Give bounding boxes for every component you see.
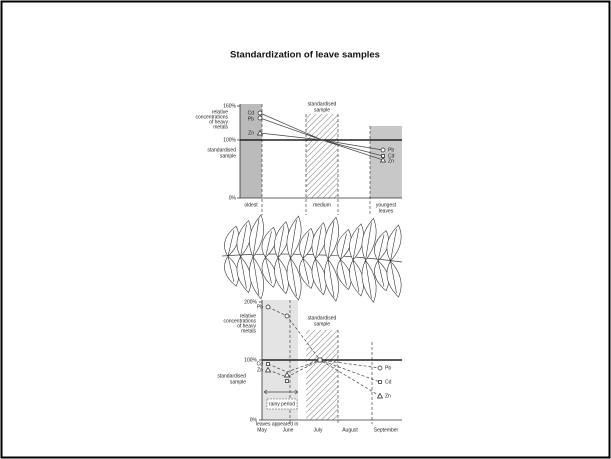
marker [258, 116, 262, 120]
x-label: September [374, 427, 399, 433]
slide: Standardization of leave samples 160% 10… [0, 0, 611, 459]
band-medium [306, 114, 338, 198]
marker [285, 314, 289, 318]
series-label: Pb [257, 304, 263, 310]
marker [286, 380, 289, 383]
series-label: Zn [385, 393, 391, 399]
x-label: August [342, 427, 358, 433]
title: Standardization of leave samples [230, 50, 380, 61]
y-label: 100% [223, 137, 236, 143]
band-youngest [370, 126, 402, 198]
slide-border [2, 2, 610, 458]
series-label: Zn [257, 367, 263, 373]
marker [267, 363, 270, 366]
reference-label: sample [220, 153, 236, 159]
period-label: rainy period [269, 401, 295, 407]
x-label: leaves [379, 208, 394, 214]
marker [381, 148, 385, 152]
series-label: Zn [388, 158, 394, 164]
band-standardised [306, 330, 338, 420]
marker [258, 111, 262, 115]
axis-label: metals [241, 328, 256, 334]
y-label: 0% [229, 195, 237, 201]
y-label: 100% [244, 357, 257, 363]
x-label: June [283, 427, 294, 433]
series-label: Cd [385, 379, 392, 385]
y-label: 200% [244, 299, 257, 305]
band-label: sample [314, 321, 330, 327]
reference-label: sample [230, 379, 246, 385]
marker [318, 358, 322, 362]
marker [378, 366, 382, 370]
series-label: Zn [248, 130, 254, 136]
marker [266, 305, 270, 309]
x-label: July [314, 427, 323, 433]
x-label: medium [313, 202, 331, 208]
marker [379, 381, 382, 384]
series-label: Pb [385, 365, 391, 371]
x-label: oldest [244, 202, 258, 208]
x-label: May [257, 427, 267, 433]
band-label: sample [314, 107, 330, 113]
series-label: Pb [248, 116, 254, 122]
axis-label: metals [213, 124, 228, 130]
